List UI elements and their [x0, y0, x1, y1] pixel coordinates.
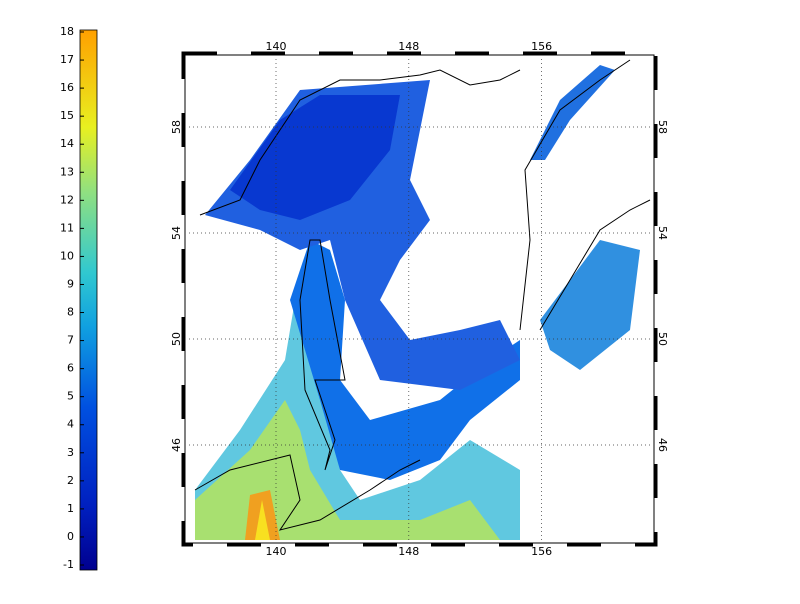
- colorbar-tick-label: 15: [60, 109, 74, 122]
- map-frame: [184, 54, 655, 544]
- lat-label-right: 50: [656, 332, 669, 346]
- colorbar-tick-label: 12: [60, 193, 74, 206]
- lat-label-left: 50: [170, 332, 183, 346]
- colorbar-tick-label: 5: [67, 390, 74, 403]
- lon-label-bottom: 140: [266, 545, 287, 558]
- colorbar-tick-label: 16: [60, 81, 74, 94]
- lat-label-left: 58: [170, 120, 183, 134]
- colorbar-tick-label: 8: [67, 306, 74, 319]
- graticule: [186, 56, 653, 542]
- lat-label-right: 46: [656, 438, 669, 452]
- lon-label-top: 148: [398, 40, 419, 53]
- colorbar-tick-label: 4: [67, 418, 74, 431]
- colorbar: [79, 29, 98, 571]
- colorbar-tick-label: 17: [60, 53, 74, 66]
- colorbar-tick-label: 9: [67, 277, 74, 290]
- colorbar-tick-label: 18: [60, 25, 74, 38]
- colorbar-tick-label: 0: [67, 530, 74, 543]
- colorbar-tick-label: 13: [60, 165, 74, 178]
- colorbar-tick-label: 1: [67, 502, 74, 515]
- colorbar-tick-label: 3: [67, 446, 74, 459]
- colorbar-tick-label: 7: [67, 334, 74, 347]
- sst-field: [195, 65, 640, 540]
- lat-label-right: 54: [656, 226, 669, 240]
- lon-label-top: 156: [531, 40, 552, 53]
- map-border: [181, 51, 658, 547]
- colorbar-tick-label: 2: [67, 474, 74, 487]
- map-labels: 140 140 148 148 156 156 46 46 50 50 54 54 58 58: [170, 40, 669, 558]
- lon-label-bottom: 156: [531, 545, 552, 558]
- colorbar-tick-label: 10: [60, 249, 74, 262]
- colorbar-tick-label: 6: [67, 362, 74, 375]
- lat-label-left: 54: [170, 226, 183, 240]
- lat-label-left: 46: [170, 438, 183, 452]
- lon-label-bottom: 148: [398, 545, 419, 558]
- colorbar-tick-label: 14: [60, 137, 74, 150]
- colorbar-tick-label: -1: [63, 558, 74, 571]
- lat-label-right: 58: [656, 120, 669, 134]
- lon-label-top: 140: [266, 40, 287, 53]
- coastlines: [194, 59, 651, 531]
- colorbar-tick-label: 11: [60, 221, 74, 234]
